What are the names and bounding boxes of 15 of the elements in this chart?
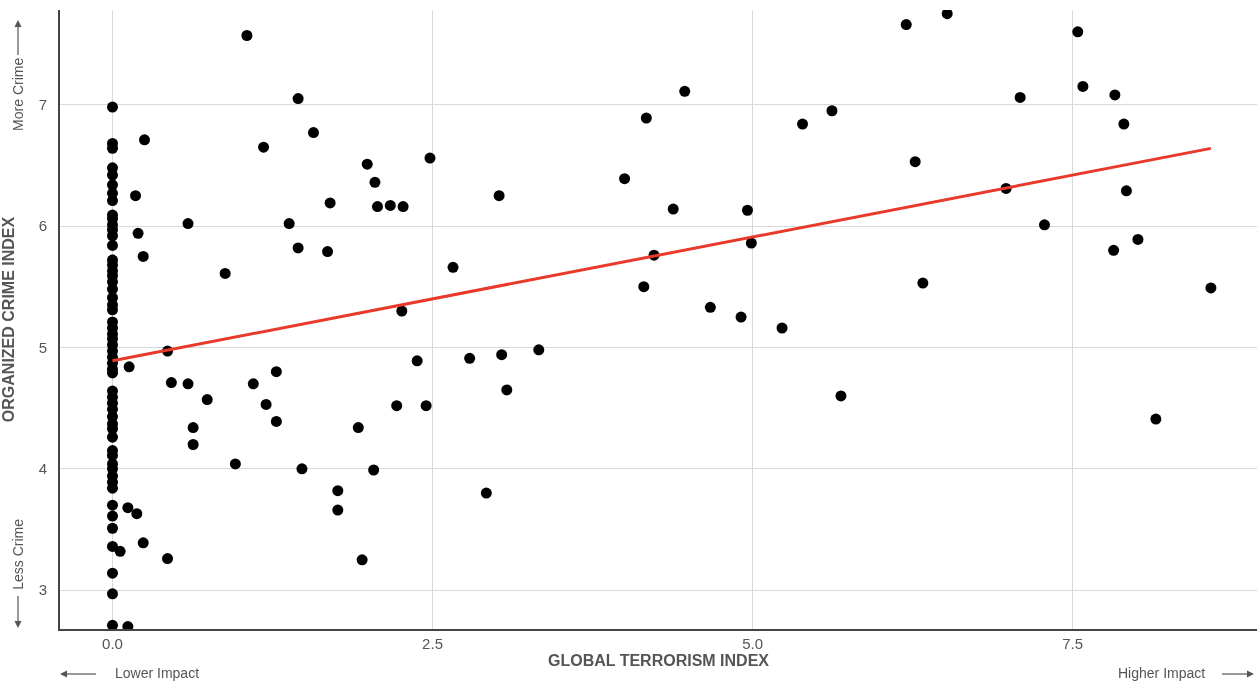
- y-tick-label: 7: [38, 95, 47, 113]
- y-axis-title: ORGANIZED CRIME INDEX: [0, 216, 17, 423]
- x-tick-label: 7.5: [1062, 635, 1084, 652]
- x-tick-label: 5.0: [742, 635, 764, 652]
- y-tick-label: 6: [38, 217, 47, 235]
- y-tick-label: 5: [38, 338, 47, 356]
- y-tick-label: 3: [38, 581, 47, 599]
- text: More Crime: [10, 57, 27, 131]
- text: Less Crime: [10, 518, 27, 590]
- text: Higher Impact: [1118, 665, 1206, 681]
- x-tick-label: 0.0: [102, 635, 123, 652]
- x-tick-label: 2.5: [422, 635, 443, 652]
- x-axis-title: GLOBAL TERRORISM INDEX: [547, 652, 770, 670]
- text: Lower Impact: [115, 665, 200, 681]
- y-tick-label: 4: [38, 460, 47, 478]
